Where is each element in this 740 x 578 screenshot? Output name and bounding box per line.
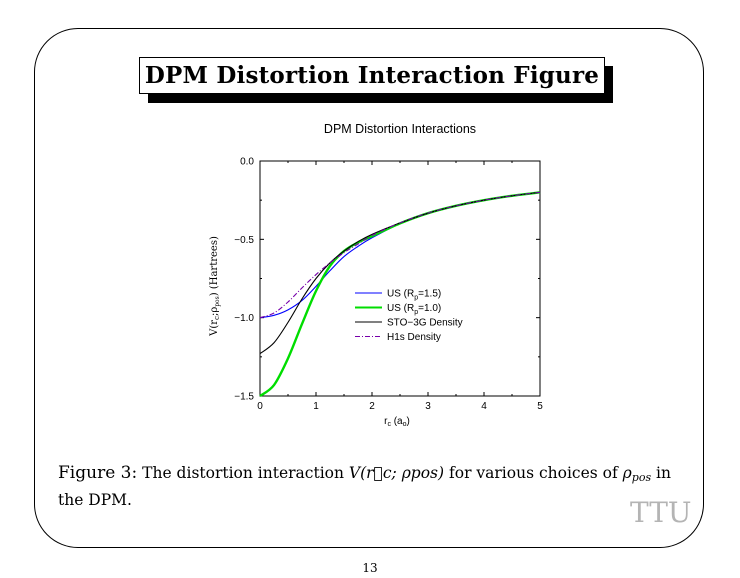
caption-text-after: in the DPM. xyxy=(58,464,671,509)
y-tick-label: −1.0 xyxy=(234,313,254,324)
caption-text-middle: for various choices of xyxy=(449,464,618,482)
series-lines xyxy=(259,191,541,397)
y-tick-label: −0.5 xyxy=(234,235,254,246)
page-number: 13 xyxy=(362,561,378,575)
title-box: DPM Distortion Interaction Figure xyxy=(139,57,605,94)
axis-ticks xyxy=(259,160,541,397)
slide-title: DPM Distortion Interaction Figure xyxy=(144,62,600,89)
x-tick-label: 1 xyxy=(313,401,319,412)
chart-title: DPM Distortion Interactions xyxy=(324,122,476,136)
x-tick-label: 4 xyxy=(481,401,487,412)
slide-frame xyxy=(34,28,704,548)
legend: US (Rp=1.5)US (Rp=1.0) STO−3G Density H1s … xyxy=(355,289,463,343)
figure-caption: Figure 3: The distortion interaction V(r… xyxy=(58,462,698,512)
x-tick-label: 3 xyxy=(425,401,431,412)
caption-rho-symbol: ρ xyxy=(622,464,632,482)
series-line-2 xyxy=(259,191,541,355)
series-line-3 xyxy=(259,191,541,319)
x-tick-label: 5 xyxy=(537,401,543,412)
legend-label-2: STO−3G Density xyxy=(387,318,463,329)
x-tick-label: 0 xyxy=(257,401,263,412)
legend-label-1: US (Rp=1.0) xyxy=(387,303,441,316)
brand-watermark: TTU xyxy=(630,496,692,529)
caption-label: Figure 3: xyxy=(58,463,138,483)
plot-frame xyxy=(259,160,541,397)
caption-math-expression: V(r⃗c; ρpos) xyxy=(348,464,445,482)
caption-rho-subscript: pos xyxy=(631,471,652,484)
caption-text-before: The distortion interaction xyxy=(142,464,344,482)
x-axis-label: rc (ao) xyxy=(384,416,410,428)
y-tick-label: 0.0 xyxy=(240,157,254,168)
y-tick-label: −1.5 xyxy=(234,392,254,403)
x-tick-label: 2 xyxy=(369,401,375,412)
tick-labels: 0 1 2 3 4 5 0.0 −0.5 −1.0 −1.5 xyxy=(234,157,543,413)
legend-label-3: H1s Density xyxy=(387,332,441,343)
y-axis-label: V(rc;ρpos) (Hartrees) xyxy=(209,236,221,337)
legend-label-0: US (Rp=1.5) xyxy=(387,289,441,302)
